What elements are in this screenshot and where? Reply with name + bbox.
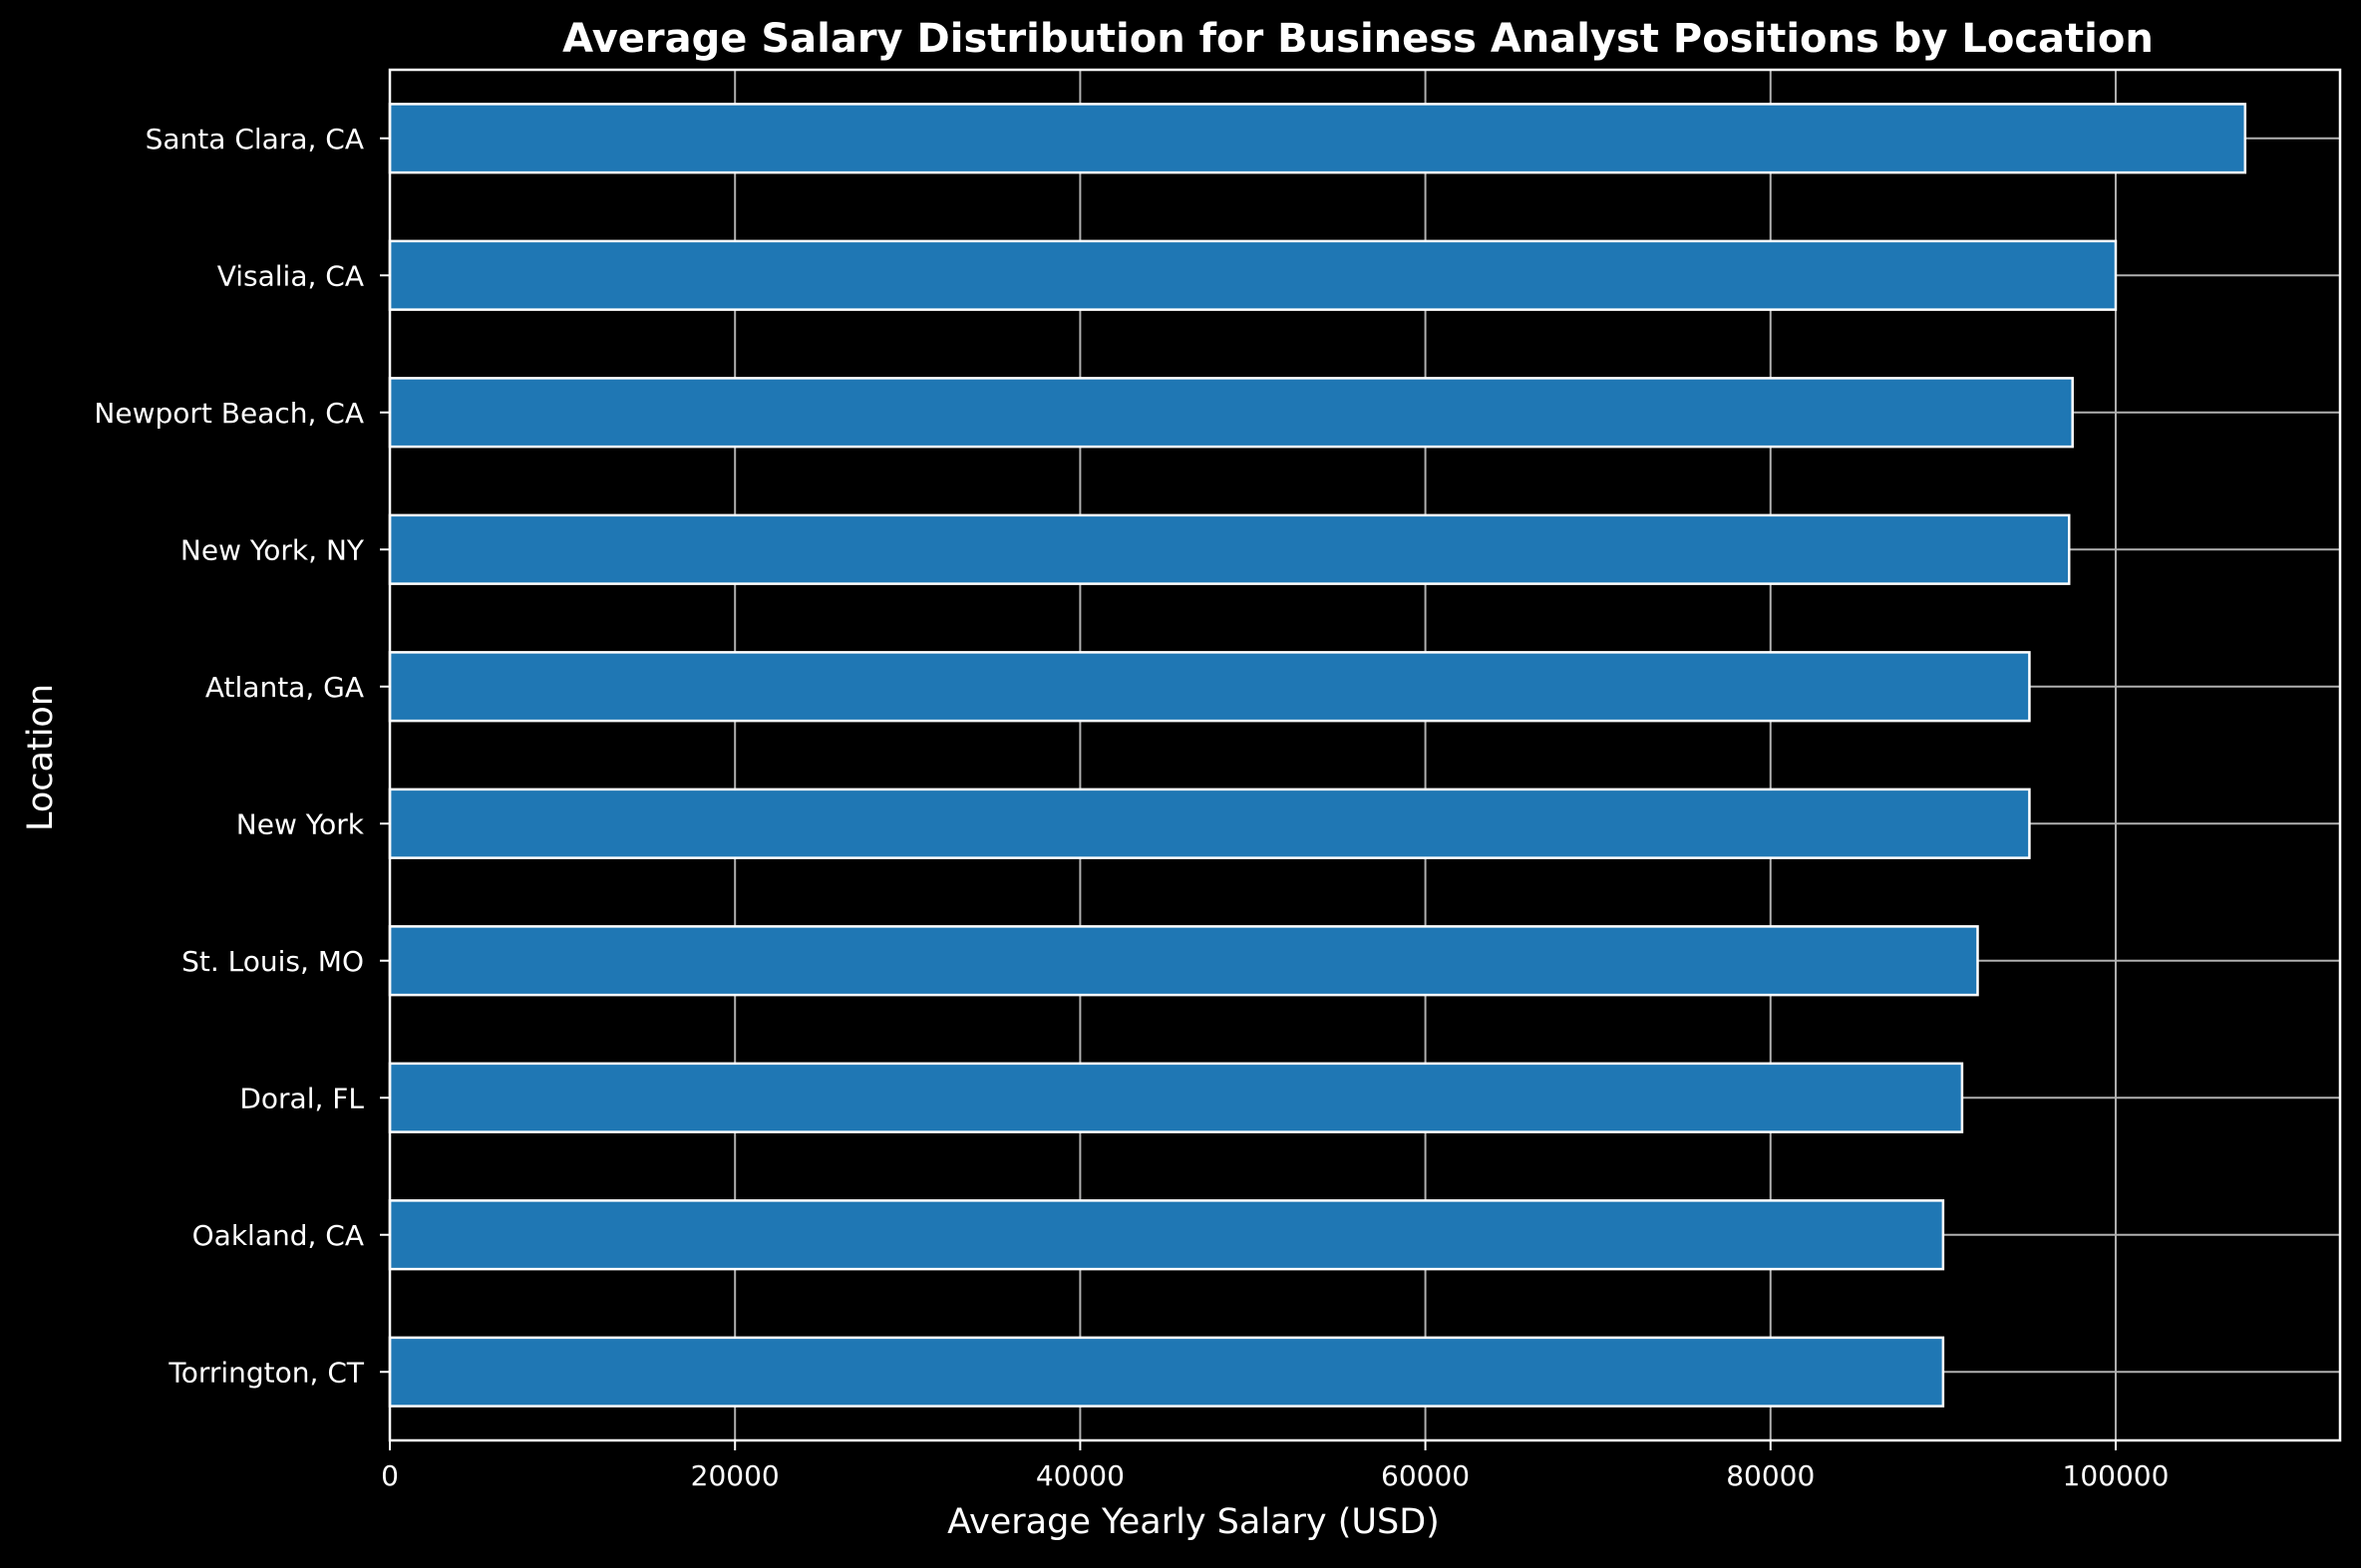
plot-frame — [388, 68, 2342, 1442]
bar — [388, 1062, 1964, 1133]
bars — [388, 103, 2247, 1408]
bar — [388, 103, 2247, 174]
x-axis-label: Average Yearly Salary (USD) — [947, 1502, 1440, 1542]
y-tick-label: Oakland, CA — [192, 1219, 364, 1252]
bar — [388, 1199, 1945, 1271]
x-tick-label: 60000 — [1381, 1459, 1470, 1492]
bar — [388, 1336, 1945, 1408]
bar — [388, 239, 2118, 311]
bar — [388, 787, 2031, 859]
bar — [388, 377, 2074, 449]
x-tick-label: 20000 — [691, 1459, 780, 1492]
y-tick-label: Santa Clara, CA — [146, 123, 364, 156]
y-tick-label: New York — [236, 807, 365, 840]
chart-title: Average Salary Distribution for Business… — [562, 16, 2154, 62]
y-tick-label: St. Louis, MO — [181, 945, 364, 978]
y-tick-label: Visalia, CA — [217, 259, 364, 292]
x-tick-label: 40000 — [1036, 1459, 1125, 1492]
y-tick-label: Doral, FL — [239, 1082, 364, 1114]
y-tick-label: New York, NY — [180, 533, 365, 566]
bar — [388, 513, 2071, 585]
y-tick-label: Newport Beach, CA — [94, 397, 364, 430]
y-tick-label: Torrington, CT — [168, 1356, 365, 1389]
x-tick-label: 80000 — [1726, 1459, 1815, 1492]
tick-labels: 0 20000 40000 60000 80000 100000 Santa Clara, … — [94, 123, 2169, 1492]
y-tick-label: Atlanta, GA — [205, 671, 364, 704]
x-tick-label: 100000 — [2063, 1459, 2170, 1492]
x-tick-label: 0 — [381, 1459, 399, 1492]
y-axis-label: Location — [21, 684, 61, 831]
bar — [388, 925, 1979, 997]
bar — [388, 651, 2031, 723]
